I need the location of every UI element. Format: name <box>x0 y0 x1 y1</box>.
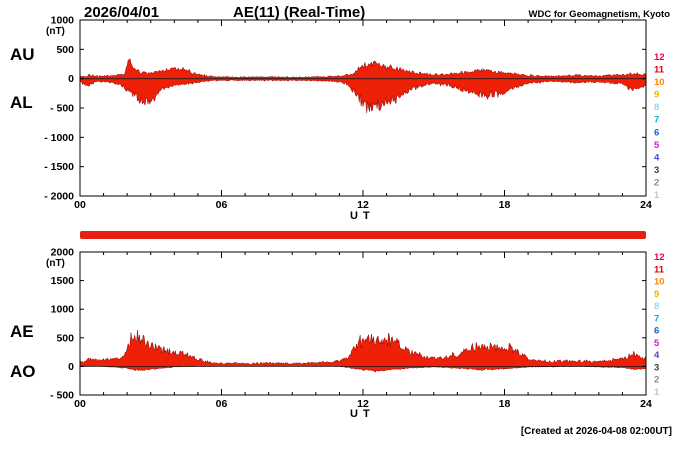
station-count-legend: 6 <box>654 326 659 337</box>
created-at-label: [Created at 2026-04-08 02:00UT] <box>520 426 672 437</box>
y-tick-label: - 1500 <box>44 161 74 173</box>
plot-frame <box>79 251 647 396</box>
plot-frame <box>79 19 647 197</box>
station-count-legend: 12 <box>654 52 665 63</box>
y-tick-label: 1500 <box>51 275 75 287</box>
station-count-legend: 6 <box>654 127 659 138</box>
station-count-legend: 8 <box>654 301 659 312</box>
station-count-legend: 5 <box>654 338 660 349</box>
ae-axis-label: AE <box>10 322 34 341</box>
x-tick-label: 24 <box>640 199 652 211</box>
au-axis-label: AU <box>10 45 35 64</box>
y-tick-label: 2000 <box>51 247 75 259</box>
ao-axis-label: AO <box>10 362 36 381</box>
x-tick-label: 00 <box>74 398 86 410</box>
station-count-legend: 9 <box>654 289 659 300</box>
unit-label-top: (nT) <box>46 26 65 37</box>
page-title: AE(11) (Real-Time) <box>233 4 366 21</box>
unit-label-bottom: (nT) <box>46 258 65 269</box>
station-count-legend: 2 <box>654 375 659 386</box>
station-count-legend: 10 <box>654 277 665 288</box>
waveform-area <box>79 330 647 373</box>
source-label: WDC for Geomagnetism, Kyoto <box>528 9 670 20</box>
station-count-legend: 11 <box>654 264 665 275</box>
station-count-legend: 7 <box>654 313 659 324</box>
y-tick-label: 1000 <box>51 304 75 316</box>
station-count-legend: 3 <box>654 165 659 176</box>
station-count-legend: 9 <box>654 90 659 101</box>
waveform-area <box>79 58 647 114</box>
station-count-legend: 8 <box>654 102 659 113</box>
y-tick-label: 500 <box>56 44 74 56</box>
station-count-legend: 3 <box>654 362 659 373</box>
y-tick-label: - 500 <box>50 103 74 115</box>
al-axis-label: AL <box>10 93 33 112</box>
y-tick-label: 1000 <box>51 15 75 27</box>
x-tick-label: 12 <box>357 199 369 211</box>
station-count-legend: 11 <box>654 65 665 76</box>
ut-label-top: U T <box>350 210 371 222</box>
x-tick-label: 06 <box>216 398 228 410</box>
station-count-legend: 4 <box>654 152 660 163</box>
y-tick-label: 0 <box>68 73 74 85</box>
x-tick-label: 06 <box>216 199 228 211</box>
x-tick-label: 24 <box>640 398 652 410</box>
y-tick-label: - 1000 <box>44 132 74 144</box>
x-tick-label: 00 <box>74 199 86 211</box>
station-count-legend: 4 <box>654 350 660 361</box>
x-tick-label: 12 <box>357 398 369 410</box>
station-count-legend: 10 <box>654 77 665 88</box>
x-tick-label: 18 <box>499 398 511 410</box>
x-tick-label: 18 <box>499 199 511 211</box>
y-tick-label: - 2000 <box>44 191 74 203</box>
station-count-legend: 2 <box>654 177 659 188</box>
station-count-legend: 12 <box>654 252 665 263</box>
station-count-bar <box>80 231 646 239</box>
station-count-legend: 7 <box>654 115 659 126</box>
y-tick-label: - 500 <box>50 390 74 402</box>
station-count-legend: 1 <box>654 387 660 398</box>
y-tick-label: 500 <box>56 332 74 344</box>
station-count-legend: 5 <box>654 140 660 151</box>
plot-date: 2026/04/01 <box>84 4 160 21</box>
station-count-legend: 1 <box>654 190 660 201</box>
ut-label-bottom: U T <box>350 408 371 420</box>
y-tick-label: 0 <box>68 361 74 373</box>
